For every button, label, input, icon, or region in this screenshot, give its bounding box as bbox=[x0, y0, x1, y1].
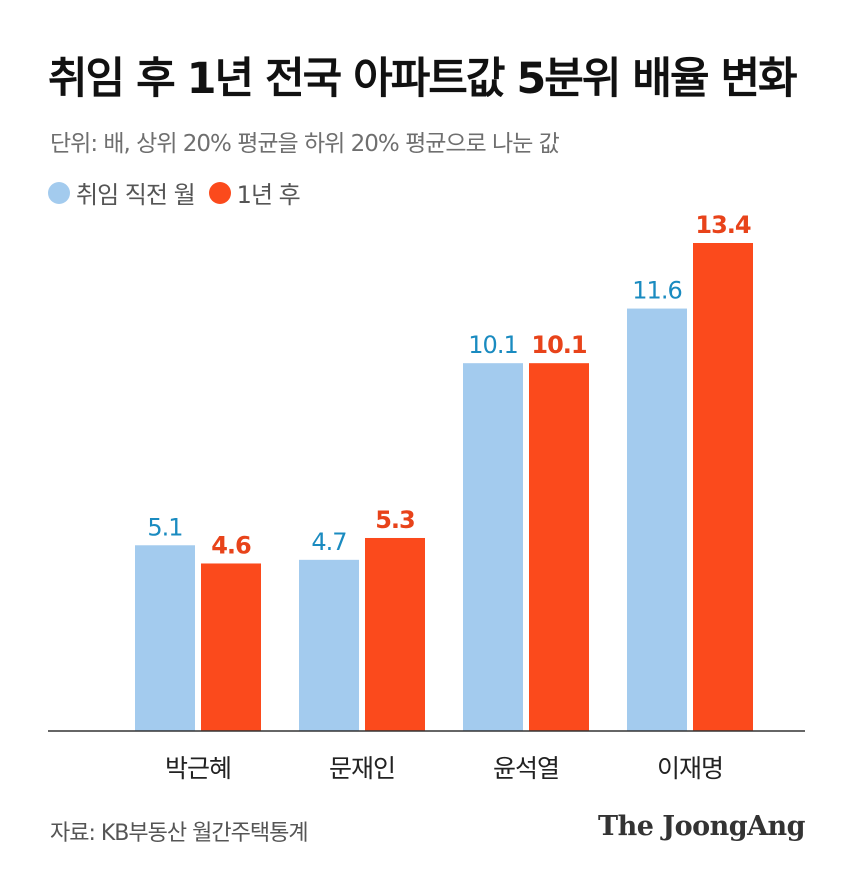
bar-before-2 bbox=[299, 559, 359, 731]
data-label-before-3: 10.1 bbox=[468, 331, 517, 359]
legend-item-after: 1년 후 bbox=[208, 175, 301, 210]
data-label-after-2: 5.3 bbox=[375, 506, 415, 534]
data-label-before-2: 4.7 bbox=[311, 528, 346, 556]
legend-label-before: 취임 직전 월 bbox=[76, 181, 196, 209]
publisher-logo: The JoongAng bbox=[598, 811, 806, 842]
category-label-4: 이재명 bbox=[657, 754, 723, 783]
category-label-2: 문재인 bbox=[329, 754, 395, 783]
legend-swatch-before bbox=[48, 181, 70, 204]
legend-item-before: 취임 직전 월 bbox=[48, 175, 196, 210]
bar-after-4 bbox=[693, 243, 753, 731]
data-label-before-1: 5.1 bbox=[147, 513, 182, 541]
legend-swatch-after bbox=[208, 181, 231, 204]
chart-subtitle: 단위: 배, 상위 20% 평균을 하위 20% 평균으로 나눈 값 bbox=[50, 131, 560, 157]
legend-label-after: 1년 후 bbox=[236, 181, 301, 209]
bar-before-4 bbox=[627, 308, 687, 731]
data-label-after-4: 13.4 bbox=[695, 211, 751, 239]
source-note: 자료: KB부동산 월간주택통계 bbox=[50, 821, 309, 846]
data-label-after-3: 10.1 bbox=[531, 331, 587, 359]
category-label-1: 박근혜 bbox=[165, 754, 231, 783]
bar-after-2 bbox=[365, 537, 425, 731]
legend: 취임 직전 월 1년 후 bbox=[48, 175, 314, 210]
data-label-before-4: 11.6 bbox=[632, 277, 681, 305]
bar-before-3 bbox=[463, 363, 523, 731]
chart-title: 취임 후 1년 전국 아파트값 5분위 배율 변화 bbox=[48, 54, 798, 104]
bar-after-1 bbox=[201, 563, 261, 731]
bar-before-1 bbox=[135, 545, 195, 731]
category-label-3: 윤석열 bbox=[493, 754, 559, 783]
data-label-after-1: 4.6 bbox=[211, 531, 251, 559]
bar-after-3 bbox=[529, 363, 589, 731]
